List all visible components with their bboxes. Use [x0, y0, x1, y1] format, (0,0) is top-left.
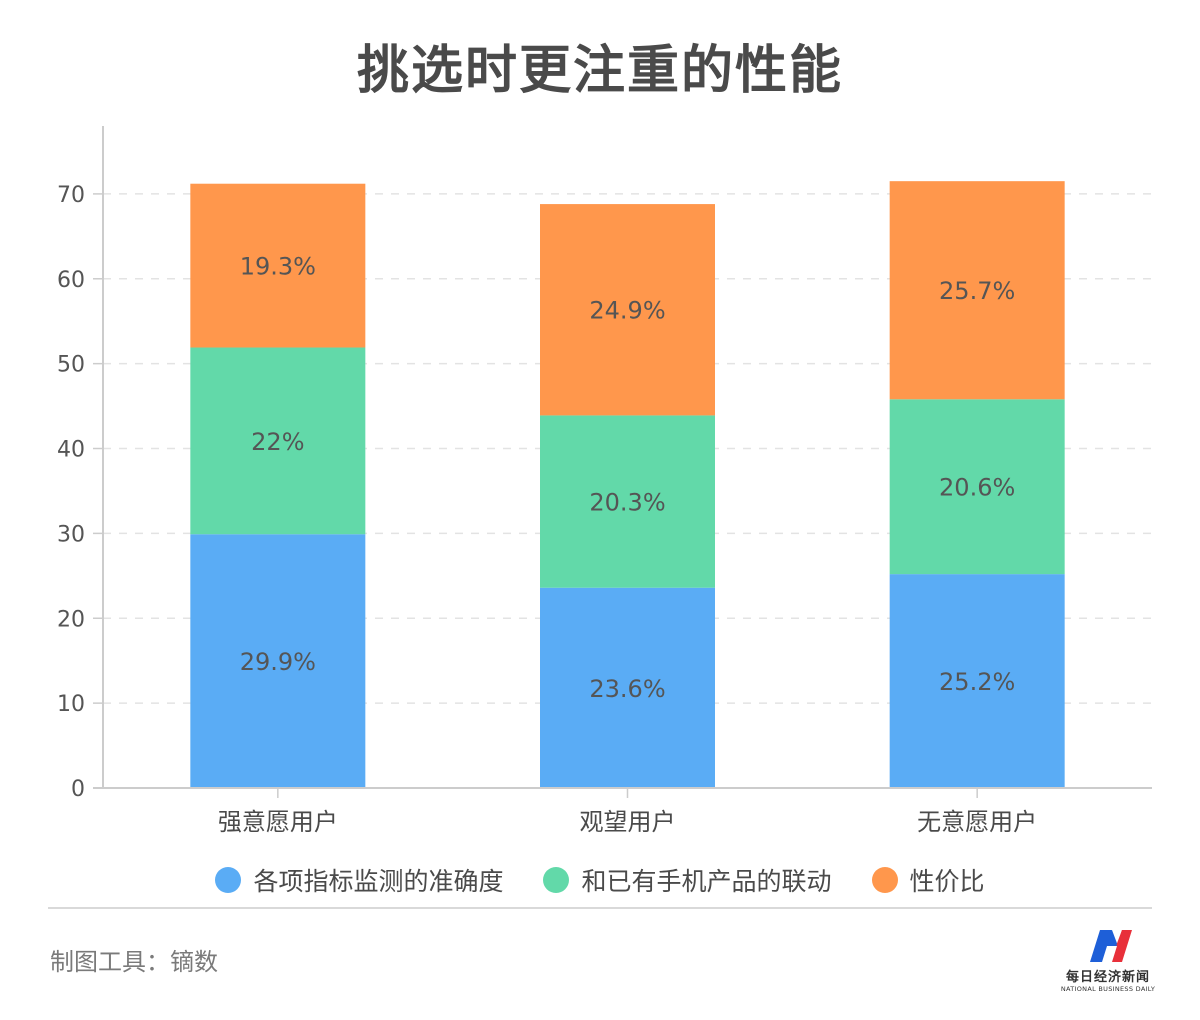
legend: 各项指标监测的准确度 和已有手机产品的联动 性价比 [0, 862, 1200, 898]
logo-chinese-name: 每日经济新闻 [1065, 970, 1150, 985]
y-tick-label: 60 [57, 268, 85, 293]
legend-item: 和已有手机产品的联动 [543, 862, 832, 898]
data-label: 19.3% [240, 253, 316, 281]
data-label: 25.7% [939, 277, 1015, 305]
bar-segment [540, 587, 715, 788]
y-tick-label: 70 [57, 183, 85, 208]
data-label: 23.6% [589, 675, 665, 703]
data-label: 20.3% [589, 489, 665, 517]
bar-segment [190, 183, 366, 348]
legend-swatch [543, 867, 570, 893]
y-tick-label: 30 [57, 522, 85, 547]
axes: 0 10 20 30 40 50 60 70 强意愿用户 观望用户 无意愿用户 [57, 126, 1152, 836]
bar-segment [540, 204, 715, 416]
legend-item: 性价比 [871, 862, 985, 898]
legend-label: 各项指标监测的准确度 [253, 867, 504, 896]
source-credit: 制图工具：镝数 [50, 948, 218, 976]
data-label: 25.2% [939, 668, 1015, 696]
data-label: 24.9% [589, 297, 665, 325]
x-tick-label: 无意愿用户 [917, 808, 1037, 836]
publisher-logo: 每日经济新闻 NATIONAL BUSINESS DAILY [1060, 926, 1156, 996]
footer-divider [48, 907, 1152, 909]
data-label: 29.9% [240, 648, 316, 676]
legend-item: 各项指标监测的准确度 [215, 862, 503, 898]
y-tick-label: 0 [71, 777, 85, 802]
nbd-logo-icon [1090, 930, 1132, 962]
bar-segment [190, 347, 366, 535]
y-tick-label: 10 [57, 692, 85, 717]
y-tick-label: 20 [57, 607, 85, 632]
bar-segment [540, 415, 715, 588]
bar-segment [889, 574, 1065, 788]
data-label: 20.6% [939, 474, 1015, 502]
bar-segment [889, 399, 1065, 575]
legend-swatch [215, 867, 242, 893]
y-tick-label: 40 [57, 438, 85, 463]
legend-swatch [871, 867, 898, 893]
legend-label: 性价比 [909, 867, 985, 896]
bar-segment [889, 181, 1065, 400]
bars: 29.9% 22% 19.3% 23.6% 20.3% 24.9% 25.2% 20.6% 25… [190, 181, 1065, 788]
chart-title: 挑选时更注重的性能 [356, 41, 843, 101]
x-tick-label: 观望用户 [580, 808, 676, 836]
data-label: 22% [251, 428, 304, 456]
y-tick-label: 50 [57, 353, 85, 378]
legend-label: 和已有手机产品的联动 [581, 867, 832, 896]
logo-english-name: NATIONAL BUSINESS DAILY [1060, 985, 1156, 993]
bar-segment [190, 534, 366, 788]
stacked-bar-chart: 29.9% 22% 19.3% 23.6% 20.3% 24.9% 25.2% 20.6% 25… [57, 126, 1152, 836]
x-tick-label: 强意愿用户 [218, 808, 338, 836]
